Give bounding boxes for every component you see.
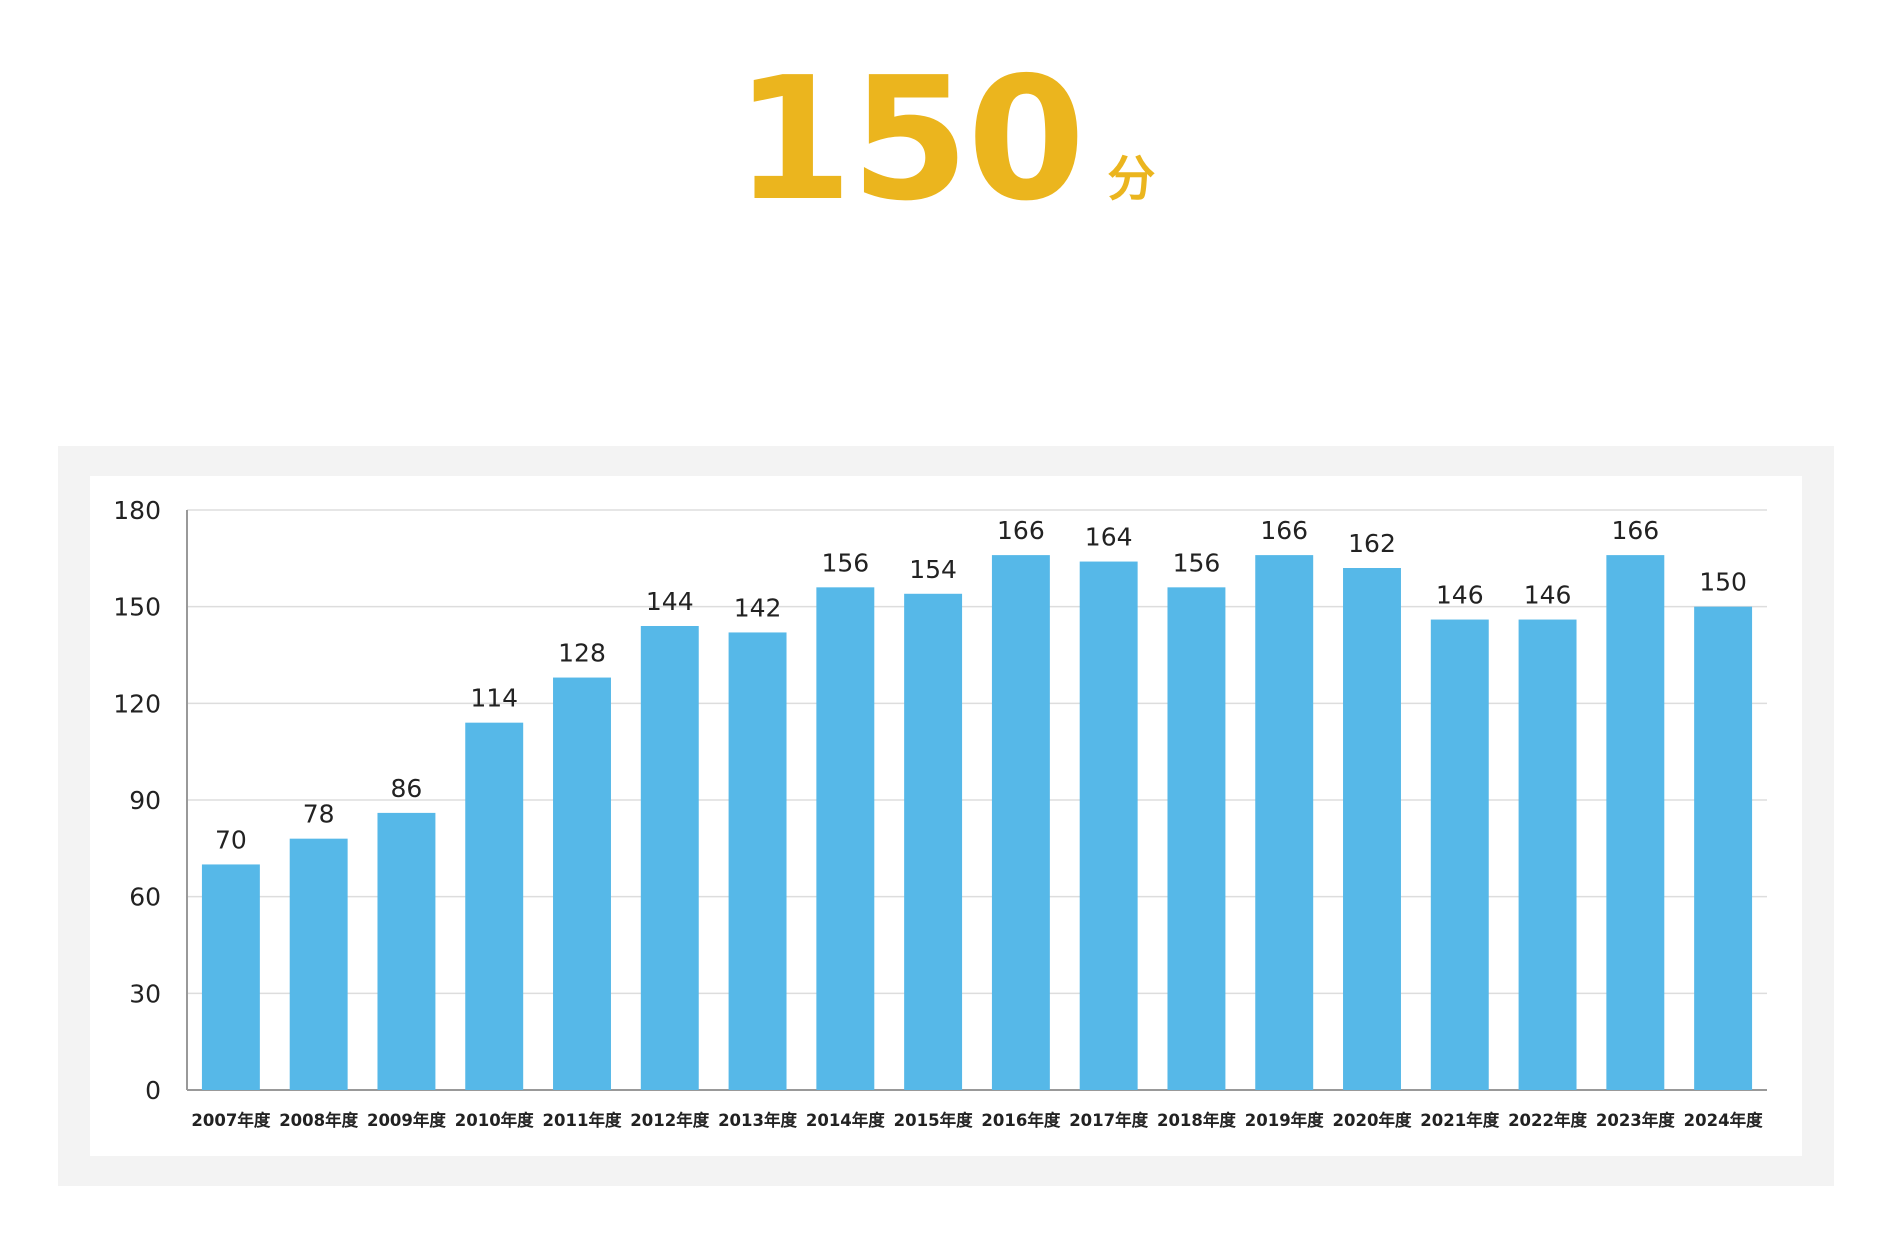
bar [904, 593, 963, 1090]
chart-card: 0 30 60 90 120 150 180 70 2007年度 78 2008年度 86 2009年度… [90, 476, 1802, 1156]
data-label: 156 [821, 548, 869, 577]
data-label: 156 [1173, 548, 1221, 577]
bar [1430, 619, 1489, 1090]
headline-unit: 分 [1107, 151, 1156, 207]
x-tick-label: 2015年度 [894, 1110, 973, 1130]
bar [1606, 555, 1665, 1090]
data-label: 142 [734, 593, 782, 622]
x-tick-label: 2021年度 [1420, 1110, 1499, 1130]
x-tick-label: 2014年度 [806, 1110, 885, 1130]
data-label: 146 [1436, 581, 1484, 610]
x-tick-label: 2013年度 [718, 1110, 797, 1130]
y-tick-label: 150 [113, 593, 161, 622]
headline: 150 分 [0, 55, 1890, 225]
x-tick-label: 2009年度 [367, 1110, 446, 1130]
x-tick-label: 2010年度 [455, 1110, 534, 1130]
x-tick-label: 2011年度 [543, 1110, 622, 1130]
bar [553, 677, 611, 1090]
x-tick-label: 2020年度 [1333, 1110, 1412, 1130]
bar [289, 838, 348, 1090]
x-tick-label: 2024年度 [1684, 1110, 1763, 1130]
data-label: 162 [1348, 529, 1396, 558]
bar [377, 812, 436, 1090]
bar [1079, 561, 1138, 1090]
x-tick-label: 2023年度 [1596, 1110, 1675, 1130]
bar [816, 587, 875, 1090]
data-label: 70 [215, 825, 247, 854]
x-tick-label: 2017年度 [1069, 1110, 1148, 1130]
x-tick-label: 2016年度 [981, 1110, 1060, 1130]
data-label: 114 [470, 684, 518, 713]
data-label: 166 [997, 516, 1045, 545]
y-tick-label: 0 [145, 1076, 161, 1105]
data-label: 166 [1260, 516, 1308, 545]
bar [991, 555, 1050, 1090]
data-label: 166 [1611, 516, 1659, 545]
bar [201, 864, 260, 1090]
data-label: 164 [1085, 523, 1133, 552]
headline-value: 150 [734, 41, 1086, 239]
data-label: 128 [558, 639, 606, 668]
data-label: 144 [646, 587, 694, 616]
bar [1343, 568, 1401, 1090]
x-tick-label: 2019年度 [1245, 1110, 1324, 1130]
chart-panel: 0 30 60 90 120 150 180 70 2007年度 78 2008年度 86 2009年度… [58, 446, 1834, 1186]
y-tick-label: 180 [113, 496, 161, 525]
x-tick-label: 2007年度 [191, 1110, 270, 1130]
x-tick-label: 2018年度 [1157, 1110, 1236, 1130]
bar [1167, 587, 1226, 1090]
data-label: 78 [303, 800, 335, 829]
bar [1518, 619, 1577, 1090]
bar [1255, 555, 1314, 1090]
bar [640, 626, 699, 1090]
bar-chart: 0 30 60 90 120 150 180 70 2007年度 78 2008年度 86 2009年度… [113, 496, 1767, 1130]
x-tick-label: 2022年度 [1508, 1110, 1587, 1130]
data-label: 154 [909, 555, 957, 584]
bar [1694, 606, 1753, 1090]
y-tick-label: 90 [129, 786, 161, 815]
data-label: 150 [1699, 568, 1747, 597]
bar [465, 722, 524, 1090]
y-tick-label: 30 [129, 979, 161, 1008]
data-label: 86 [391, 774, 423, 803]
y-tick-label: 60 [129, 883, 161, 912]
data-label: 146 [1524, 581, 1572, 610]
bar [728, 632, 787, 1090]
y-tick-label: 120 [113, 689, 161, 718]
x-tick-label: 2008年度 [279, 1110, 358, 1130]
x-tick-label: 2012年度 [630, 1110, 709, 1130]
